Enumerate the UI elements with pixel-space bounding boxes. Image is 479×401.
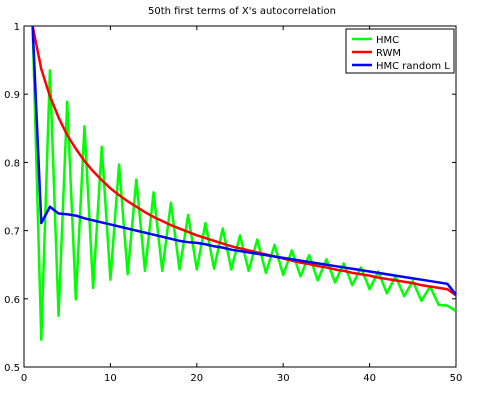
y-tick-label: 0.9 bbox=[4, 90, 20, 101]
y-tick-label: 0.7 bbox=[4, 227, 20, 238]
y-tick-label: 0.6 bbox=[4, 295, 20, 306]
series-line-hmc-random-l bbox=[31, 25, 457, 296]
y-tick-label: 1 bbox=[14, 22, 20, 33]
plot-area bbox=[23, 25, 457, 368]
legend-label: RWM bbox=[376, 48, 401, 59]
x-tick-label: 50 bbox=[450, 373, 463, 384]
x-axis: 0 10 20 30 40 50 bbox=[21, 26, 463, 384]
series-line-hmc bbox=[31, 25, 457, 341]
y-axis: 0.5 0.6 0.7 0.8 0.9 1 bbox=[4, 22, 456, 374]
x-tick-label: 20 bbox=[190, 373, 203, 384]
x-tick-label: 30 bbox=[277, 373, 290, 384]
x-tick-label: 10 bbox=[104, 373, 117, 384]
y-tick-label: 0.8 bbox=[4, 158, 20, 169]
legend-label: HMC random L bbox=[376, 61, 450, 72]
chart-title: 50th first terms of X's autocorrelation bbox=[148, 6, 336, 17]
legend: HMC RWM HMC random L bbox=[345, 28, 455, 74]
series-line-rwm bbox=[31, 25, 457, 297]
series-layer bbox=[31, 25, 457, 341]
x-tick-label: 40 bbox=[363, 373, 376, 384]
legend-label: HMC bbox=[376, 35, 399, 46]
x-tick-label: 0 bbox=[21, 373, 27, 384]
y-tick-label: 0.5 bbox=[4, 363, 20, 374]
